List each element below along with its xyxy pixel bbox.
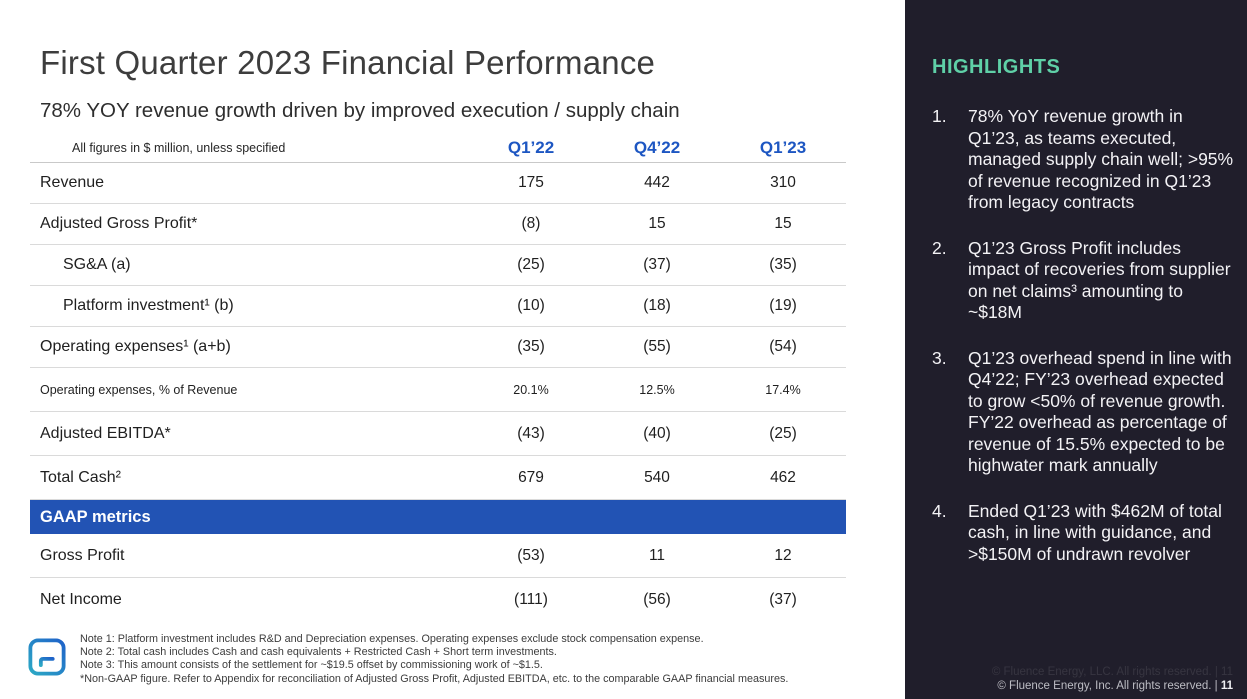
row-label: Revenue (40, 174, 105, 191)
row-label: Total Cash² (40, 468, 121, 486)
main-content: First Quarter 2023 Financial Performance… (28, 44, 888, 686)
row-label: Adjusted Gross Profit* (40, 215, 198, 232)
footnote-lines: Note 1: Platform investment includes R&D… (80, 633, 788, 686)
highlights-list: 1. 78% YoY revenue growth in Q1’23, as t… (932, 106, 1235, 565)
row-label: SG&A (a) (63, 256, 131, 273)
row-value: (55) (643, 338, 671, 355)
table-row-adjusted-ebitda: Adjusted EBITDA* (43) (40) (25) (30, 412, 846, 456)
row-label: Net Income (40, 590, 122, 608)
row-value: 679 (518, 468, 544, 486)
table-row-gross-profit: Gross Profit (53) 11 12 (30, 534, 846, 578)
highlight-text: 78% YoY revenue growth in Q1’23, as team… (968, 106, 1234, 212)
page-subtitle: 78% YOY revenue growth driven by improve… (40, 99, 680, 122)
copyright-block: © Fluence Energy, LLC. All rights reserv… (992, 665, 1233, 693)
row-value: 15 (648, 215, 666, 232)
footnote-non-gaap: *Non-GAAP figure. Refer to Appendix for … (80, 672, 789, 685)
row-value: (8) (521, 215, 541, 232)
row-value: 540 (644, 468, 670, 486)
row-value: (10) (517, 297, 545, 314)
row-value: (56) (643, 590, 671, 608)
row-value: (19) (769, 297, 797, 314)
row-value: 442 (644, 174, 670, 191)
column-header-q4-22: Q4’22 (633, 137, 681, 157)
highlight-text: Ended Q1’23 with $462M of total cash, in… (968, 500, 1222, 564)
row-label: Operating expenses¹ (a+b) (40, 338, 231, 355)
page-number-ghost: 11 (1221, 666, 1233, 678)
highlight-number: 2. (932, 237, 947, 258)
column-header-q1-22: Q1’22 (507, 137, 555, 157)
table-row-platform-investment: Platform investment¹ (b) (10) (18) (19) (30, 286, 846, 327)
row-value: (53) (517, 546, 545, 564)
row-value: 17.4% (765, 382, 801, 397)
row-value: (35) (769, 256, 797, 273)
row-value: (37) (643, 256, 671, 273)
row-value: (25) (517, 256, 545, 273)
table-row-total-cash: Total Cash² 679 540 462 (30, 456, 846, 500)
table-row-adjusted-gross-profit: Adjusted Gross Profit* (8) 15 15 (30, 204, 846, 245)
row-value: 310 (770, 174, 796, 191)
highlight-item-2: 2. Q1’23 Gross Profit includes impact of… (932, 238, 1235, 324)
row-value: 12.5% (639, 382, 675, 397)
highlight-number: 4. (932, 500, 947, 521)
row-value: (54) (769, 338, 797, 355)
row-value: (40) (643, 424, 671, 442)
table-row-opex-pct-revenue: Operating expenses, % of Revenue 20.1% 1… (30, 368, 846, 412)
footnote-2: Note 2: Total cash includes Cash and cas… (80, 646, 557, 659)
highlights-panel: HIGHLIGHTS 1. 78% YoY revenue growth in … (905, 0, 1247, 699)
highlight-number: 3. (932, 347, 947, 368)
highlight-text: Q1’23 overhead spend in line with Q4’22;… (968, 347, 1232, 476)
row-value: (35) (517, 338, 545, 355)
table-units-note: All figures in $ million, unless specifi… (72, 140, 286, 155)
row-value: 20.1% (513, 382, 549, 397)
footnotes-block: Note 1: Platform investment includes R&D… (28, 633, 888, 686)
row-value: 11 (648, 546, 666, 564)
gaap-metrics-band: GAAP metrics (30, 500, 846, 534)
gaap-band-label: GAAP metrics (40, 507, 151, 526)
table-header-row: All figures in $ million, unless specifi… (30, 133, 846, 163)
highlight-item-4: 4. Ended Q1’23 with $462M of total cash,… (932, 501, 1235, 566)
table-row-net-income: Net Income (111) (56) (37) (30, 578, 846, 621)
row-value: 175 (518, 174, 544, 191)
row-label: Operating expenses, % of Revenue (40, 382, 238, 397)
row-value: (43) (517, 424, 545, 442)
column-header-q1-23: Q1’23 (759, 137, 807, 157)
table-row-sga: SG&A (a) (25) (37) (35) (30, 245, 846, 286)
copyright-line: © Fluence Energy, Inc. All rights reserv… (997, 680, 1233, 692)
row-value: (37) (769, 590, 797, 608)
table-row-revenue: Revenue 175 442 310 (30, 163, 846, 204)
row-value: (18) (643, 297, 671, 314)
highlight-item-1: 1. 78% YoY revenue growth in Q1’23, as t… (932, 106, 1235, 214)
row-value: (111) (514, 590, 548, 608)
footnote-1: Note 1: Platform investment includes R&D… (80, 633, 704, 645)
financial-table: All figures in $ million, unless specifi… (30, 133, 846, 621)
page-number: 11 (1220, 680, 1233, 692)
fluence-logo-icon (28, 638, 66, 676)
highlight-text: Q1’23 Gross Profit includes impact of re… (968, 237, 1231, 323)
highlight-item-3: 3. Q1’23 overhead spend in line with Q4’… (932, 348, 1235, 477)
table-row-operating-expenses: Operating expenses¹ (a+b) (35) (55) (54) (30, 327, 846, 368)
highlights-title: HIGHLIGHTS (932, 56, 1061, 78)
row-value: 462 (770, 468, 796, 486)
row-value: 12 (774, 546, 792, 564)
page-title: First Quarter 2023 Financial Performance (40, 44, 656, 81)
highlight-number: 1. (932, 106, 947, 126)
row-label: Adjusted EBITDA* (40, 424, 171, 442)
row-label: Gross Profit (40, 546, 125, 564)
row-value: (25) (769, 424, 797, 442)
row-value: 15 (774, 215, 792, 232)
row-label: Platform investment¹ (b) (63, 297, 234, 314)
copyright-ghost-line: © Fluence Energy, LLC. All rights reserv… (991, 666, 1233, 678)
footnote-3: Note 3: This amount consists of the sett… (80, 659, 543, 672)
